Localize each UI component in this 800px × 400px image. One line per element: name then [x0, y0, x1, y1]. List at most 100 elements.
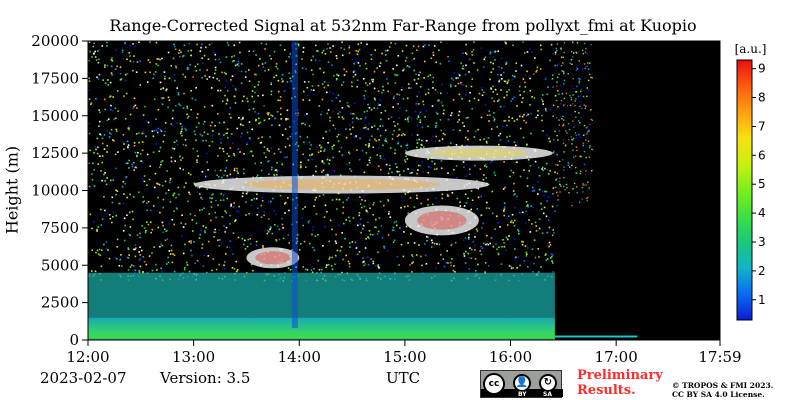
- noise-pixel: [450, 77, 453, 80]
- noise-pixel: [373, 97, 376, 100]
- noise-pixel: [454, 271, 456, 273]
- noise-pixel: [332, 110, 335, 113]
- noise-pixel: [381, 236, 384, 239]
- noise-pixel: [513, 120, 516, 122]
- noise-pixel: [379, 125, 382, 127]
- noise-pixel: [183, 44, 186, 47]
- noise-pixel: [250, 234, 253, 236]
- noise-pixel: [494, 228, 496, 230]
- noise-pixel: [370, 54, 373, 56]
- noise-pixel: [554, 186, 557, 188]
- noise-pixel: [164, 130, 166, 133]
- noise-pixel: [214, 53, 217, 56]
- noise-pixel: [452, 269, 455, 272]
- noise-pixel: [159, 129, 162, 131]
- noise-pixel: [330, 265, 333, 267]
- noise-pixel: [260, 204, 263, 207]
- noise-pixel: [157, 58, 160, 60]
- noise-pixel: [224, 231, 226, 233]
- noise-pixel: [250, 263, 253, 266]
- noise-pixel: [333, 144, 335, 146]
- noise-pixel: [427, 166, 430, 168]
- noise-pixel: [147, 59, 150, 61]
- noise-pixel: [273, 76, 275, 79]
- noise-pixel: [166, 263, 168, 265]
- noise-pixel: [441, 104, 444, 107]
- noise-pixel: [549, 170, 551, 172]
- noise-pixel: [100, 208, 102, 211]
- noise-pixel: [323, 148, 326, 151]
- noise-pixel: [336, 135, 338, 138]
- noise-pixel: [499, 132, 502, 135]
- noise-pixel: [517, 228, 519, 231]
- noise-pixel: [181, 235, 183, 237]
- noise-pixel: [266, 148, 269, 150]
- noise-pixel: [460, 83, 463, 85]
- noise-pixel: [575, 51, 577, 53]
- noise-pixel: [536, 69, 538, 72]
- noise-pixel: [252, 50, 255, 53]
- noise-pixel: [172, 194, 175, 197]
- noise-pixel: [95, 251, 97, 254]
- noise-pixel: [168, 223, 170, 225]
- noise-pixel: [331, 228, 333, 231]
- noise-pixel: [511, 98, 514, 100]
- noise-pixel: [145, 263, 148, 266]
- noise-pixel: [273, 210, 275, 212]
- noise-pixel: [534, 189, 536, 191]
- noise-pixel: [545, 259, 548, 262]
- noise-pixel: [446, 92, 449, 94]
- noise-pixel: [402, 69, 404, 72]
- noise-pixel: [411, 271, 413, 273]
- noise-pixel: [225, 79, 227, 82]
- noise-pixel: [101, 142, 104, 145]
- noise-pixel: [143, 175, 146, 177]
- noise-pixel: [546, 169, 549, 171]
- noise-pixel: [236, 269, 239, 271]
- noise-pixel: [254, 162, 256, 165]
- noise-pixel: [341, 232, 343, 234]
- noise-pixel: [172, 253, 174, 255]
- noise-pixel: [558, 93, 560, 95]
- noise-pixel: [493, 118, 496, 120]
- noise-pixel: [416, 118, 419, 120]
- noise-pixel: [88, 132, 91, 135]
- noise-pixel: [271, 166, 273, 169]
- noise-pixel: [514, 248, 516, 250]
- noise-pixel: [98, 125, 100, 127]
- noise-pixel: [400, 134, 403, 137]
- noise-pixel: [206, 78, 208, 80]
- noise-pixel: [459, 129, 461, 132]
- noise-pixel: [134, 255, 137, 258]
- noise-pixel: [549, 140, 551, 143]
- noise-pixel: [168, 181, 171, 184]
- noise-pixel: [237, 60, 240, 63]
- noise-pixel: [475, 187, 478, 189]
- noise-pixel: [175, 66, 177, 69]
- noise-pixel: [422, 103, 425, 106]
- noise-pixel: [394, 82, 397, 84]
- noise-pixel: [231, 55, 233, 58]
- noise-pixel: [214, 66, 217, 69]
- noise-pixel: [468, 257, 471, 259]
- noise-pixel: [450, 264, 452, 267]
- noise-pixel: [349, 124, 351, 126]
- noise-pixel: [465, 85, 467, 87]
- noise-pixel: [509, 175, 511, 178]
- noise-pixel: [434, 267, 437, 270]
- noise-pixel: [451, 243, 453, 246]
- noise-pixel: [199, 134, 202, 137]
- noise-pixel: [151, 228, 154, 231]
- noise-pixel: [440, 160, 443, 162]
- noise-pixel: [351, 117, 354, 120]
- noise-pixel: [369, 156, 372, 159]
- noise-pixel: [465, 202, 468, 204]
- noise-pixel: [301, 217, 304, 219]
- noise-pixel: [332, 124, 335, 127]
- noise-pixel: [485, 243, 487, 246]
- noise-pixel: [427, 92, 430, 94]
- noise-pixel: [194, 65, 197, 68]
- noise-pixel: [349, 128, 351, 131]
- noise-pixel: [226, 197, 228, 200]
- noise-pixel: [277, 169, 279, 171]
